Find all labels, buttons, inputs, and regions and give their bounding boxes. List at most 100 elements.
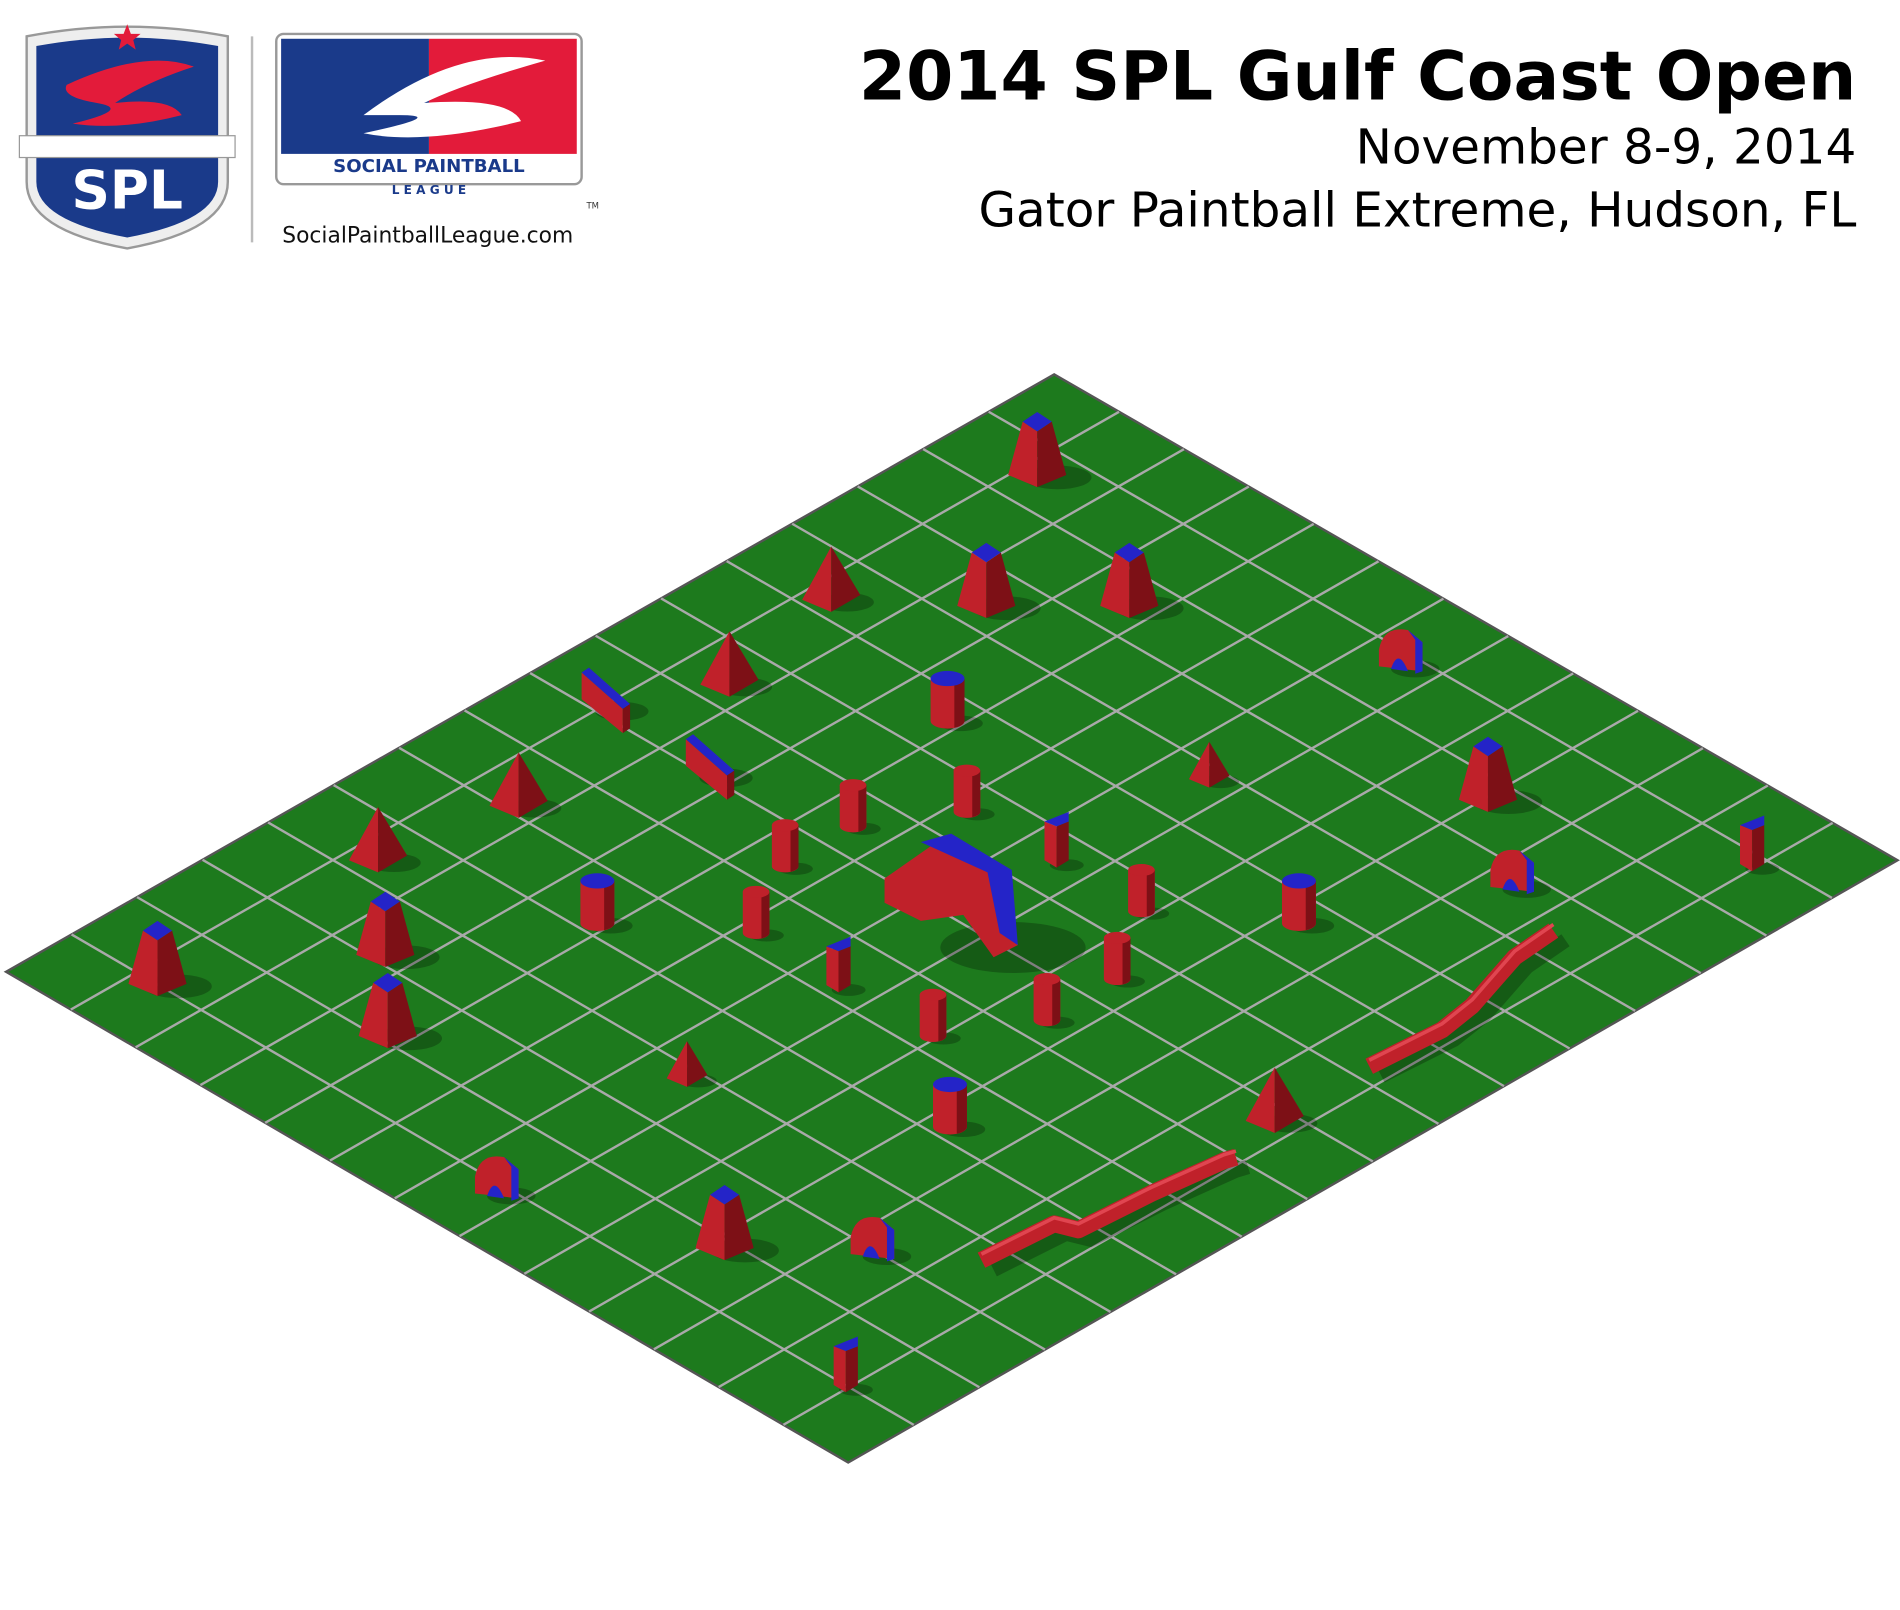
trademark: TM	[585, 200, 598, 210]
bunker-top	[1740, 815, 1765, 831]
cylinder-bunker	[919, 988, 947, 1043]
center-bunker	[884, 833, 1018, 958]
event-date: November 8-9, 2014	[1356, 120, 1857, 176]
grid-line	[136, 896, 980, 1389]
spl-wordmark: SOCIAL PAINTBALL L E A G U E TM SocialPa…	[275, 32, 599, 248]
pyramid-bunker	[700, 631, 759, 697]
bunker-top	[742, 885, 770, 898]
pyramid-bunker	[348, 806, 408, 873]
cylinder-bunker	[839, 779, 867, 833]
bunker-edge	[879, 1217, 895, 1262]
title: 2014 SPL Gulf Coast Open	[859, 37, 1856, 116]
grid-line	[660, 597, 1505, 1088]
arch-bunker	[1378, 629, 1423, 674]
bunker-shade	[972, 770, 981, 818]
can-bunker	[1100, 542, 1159, 618]
grid-line	[529, 672, 1374, 1163]
can-bunker	[957, 542, 1016, 618]
bunker-side	[831, 546, 861, 612]
bunker-top	[580, 873, 615, 889]
bunker-top	[920, 833, 1018, 946]
bunker-side	[838, 946, 851, 993]
bunker-edge	[1519, 850, 1535, 895]
bunker-face	[1188, 741, 1210, 788]
bunker-face	[1100, 552, 1130, 618]
can-bunker	[1458, 736, 1518, 812]
bunker-shade	[1305, 880, 1316, 931]
bunker-edge	[1407, 630, 1423, 674]
wordmark-name: SOCIAL PAINTBALL	[333, 156, 525, 177]
wordmark-league: L E A G U E	[392, 183, 466, 197]
bunker-top	[833, 1336, 858, 1352]
snake-shadow	[990, 1159, 1251, 1277]
grid-line	[726, 560, 1571, 1050]
bunker-side	[1752, 825, 1765, 872]
bunker-top	[1281, 873, 1316, 889]
bunker-top	[142, 920, 173, 941]
bunker-face	[826, 946, 839, 993]
bunker-top	[1103, 931, 1131, 944]
bunker-face	[128, 930, 158, 997]
bunker-face	[1245, 1067, 1275, 1133]
scaled-content: SPL SOCIAL PAINTBALL L E A G U E TM Soci…	[3, 24, 1900, 1464]
arch-bunker	[850, 1216, 895, 1262]
snake-highlight	[1368, 923, 1555, 1062]
cylinder-bunker	[930, 670, 965, 729]
bunker-top	[1114, 542, 1144, 563]
grid-line	[595, 634, 1440, 1125]
snake-body	[977, 1149, 1239, 1268]
bunker-side	[1129, 552, 1159, 618]
snake-highlight	[980, 1149, 1237, 1256]
bunker-shade	[1122, 937, 1131, 985]
bunker-shade	[1146, 870, 1155, 917]
bunker-top	[826, 936, 851, 952]
bunker-face	[1458, 746, 1488, 812]
bunker-face	[1008, 421, 1038, 488]
cylinder-bunker	[742, 885, 770, 940]
bunker-hole	[487, 1185, 505, 1199]
bunker-side	[1037, 421, 1067, 488]
can-bunker	[356, 891, 415, 967]
bunker-face	[1044, 821, 1057, 868]
bunker-top	[839, 779, 867, 792]
cylinder-bunker	[953, 764, 981, 818]
spl-shield: SPL	[18, 24, 236, 250]
bunker-face	[802, 546, 832, 612]
pyramid-bunker	[1188, 741, 1230, 788]
bunker-face	[833, 1346, 846, 1393]
block-bunker	[826, 936, 851, 993]
bunker-side	[378, 806, 408, 873]
bunker-top	[1022, 411, 1052, 432]
bunker-shade	[761, 891, 770, 939]
bunker-face	[700, 631, 730, 697]
block-bunker	[833, 1336, 858, 1393]
bunker-face	[581, 672, 623, 734]
bunker-top	[771, 819, 799, 832]
snake-bunker	[1365, 923, 1570, 1083]
bunker-face	[1740, 825, 1753, 872]
bunker-shade	[604, 880, 615, 931]
bunker-hole	[1391, 658, 1408, 672]
bunker-top	[373, 972, 403, 993]
bunker-side	[1274, 1067, 1304, 1133]
bunker-body	[1378, 629, 1423, 672]
bunker-top	[953, 764, 981, 777]
snake-shadow	[1378, 934, 1570, 1083]
wedge-bunker	[685, 734, 735, 800]
pyramid-bunker	[489, 752, 548, 818]
pyramid-bunker	[802, 546, 861, 612]
website: SocialPaintballLeague.com	[282, 223, 573, 248]
bunker-face	[685, 739, 728, 800]
bunker-top	[710, 1185, 740, 1205]
bunker-side	[385, 901, 415, 967]
bunker-side	[687, 1041, 708, 1087]
bunker-side	[387, 982, 417, 1049]
field	[3, 373, 1900, 1464]
bunker-body	[474, 1156, 519, 1199]
bunker-hole	[862, 1246, 880, 1259]
bunker-face	[957, 552, 987, 618]
bunker-top	[685, 734, 735, 776]
bunker-face	[356, 901, 386, 967]
bunker-side	[729, 631, 759, 697]
bunker-shade	[954, 678, 965, 728]
